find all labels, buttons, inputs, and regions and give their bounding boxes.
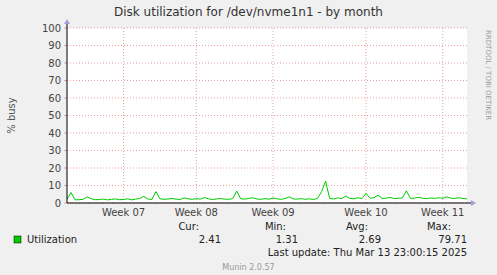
y-tick-label: 30	[48, 145, 61, 156]
grid-line	[67, 168, 467, 169]
y-tick-label: 60	[48, 93, 61, 104]
y-axis	[67, 22, 68, 203]
stat-value: 2.69	[359, 234, 381, 245]
y-tick-label: 70	[48, 75, 61, 86]
series-group	[67, 181, 467, 200]
y-tick-label: 80	[48, 58, 61, 69]
grid-line	[365, 28, 366, 203]
x-tick-label: Week 08	[175, 207, 218, 218]
grid-line	[273, 28, 274, 203]
grid-line	[67, 98, 467, 99]
title: Disk utilization for /dev/nvme1n1 - by m…	[114, 5, 383, 19]
stat-label: Cur:	[178, 221, 199, 232]
background	[0, 0, 497, 275]
stat-value: 1.31	[276, 234, 298, 245]
y-tick-label: 0	[55, 198, 61, 209]
x-tick-label: Week 11	[421, 207, 464, 218]
series-line	[67, 181, 467, 200]
legend-label: Utilization	[27, 234, 77, 245]
y-tick-label: 40	[48, 128, 61, 139]
stat-value: 2.41	[199, 234, 221, 245]
stat-label: Avg:	[346, 221, 368, 232]
grid-line	[67, 28, 467, 29]
watermark: RRDTOOL / TOBI OETIKER	[484, 30, 492, 120]
grid-line	[67, 133, 467, 134]
x-tick-label: Week 09	[251, 207, 294, 218]
y-tick-label: 50	[48, 110, 61, 121]
y-tick-label: 90	[48, 40, 61, 51]
stat-label: Min:	[265, 221, 286, 232]
grid-line	[67, 115, 467, 116]
chart: Disk utilization for /dev/nvme1n1 - by m…	[0, 0, 497, 275]
last-update: Last update: Thu Mar 13 23:00:15 2025	[268, 247, 467, 258]
x-tick-label: Week 10	[344, 207, 387, 218]
grid-line	[67, 63, 467, 64]
grid-line	[123, 28, 124, 203]
y-tick-label: 100	[42, 23, 61, 34]
y-label: % busy	[6, 97, 17, 134]
grid-line	[442, 28, 443, 203]
y-arrow	[64, 19, 70, 24]
y-tick-label: 10	[48, 180, 61, 191]
footer: Munin 2.0.57	[222, 263, 274, 272]
grid-line	[196, 28, 197, 203]
x-axis	[67, 203, 473, 204]
grid-line	[67, 150, 467, 151]
grid-line	[67, 80, 467, 81]
grid-line	[67, 185, 467, 186]
x-tick-label: Week 07	[102, 207, 145, 218]
grid-line	[67, 45, 467, 46]
x-arrow	[471, 200, 476, 206]
legend-swatch	[14, 236, 21, 243]
plot-area	[67, 28, 467, 203]
stat-label: Max:	[427, 221, 451, 232]
stat-value: 79.71	[438, 234, 467, 245]
y-tick-label: 20	[48, 163, 61, 174]
